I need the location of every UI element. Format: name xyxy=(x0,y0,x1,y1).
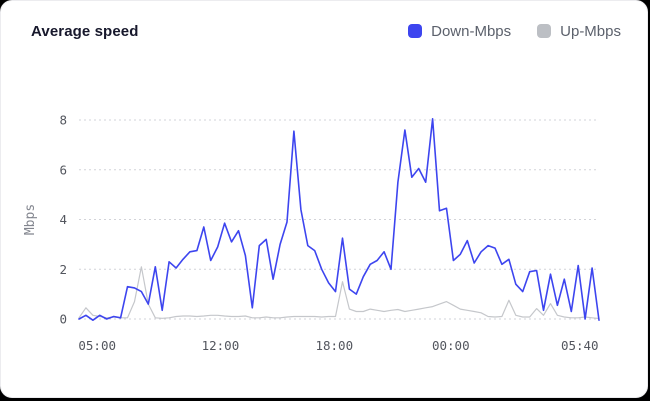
series-line-up-mbps xyxy=(78,266,600,320)
x-axis-labels: 05:00 12:00 18:00 00:00 05:40 xyxy=(78,338,598,353)
card-title: Average speed xyxy=(31,22,139,40)
svg-text:05:40: 05:40 xyxy=(561,338,599,353)
svg-text:0: 0 xyxy=(59,312,67,327)
legend-label-up-mbps: Up-Mbps xyxy=(560,22,621,40)
legend: Down-Mbps Up-Mbps xyxy=(408,23,621,40)
series-line-down-mbps xyxy=(78,118,600,322)
svg-text:00:00: 00:00 xyxy=(432,338,470,353)
svg-text:05:00: 05:00 xyxy=(78,338,116,353)
svg-text:12:00: 12:00 xyxy=(202,338,240,353)
svg-text:2: 2 xyxy=(59,262,67,277)
svg-text:4: 4 xyxy=(59,212,67,227)
legend-item-up-mbps[interactable]: Up-Mbps xyxy=(537,23,621,40)
legend-swatch-up-mbps xyxy=(537,24,552,38)
card-header: Average speed Down-Mbps Up-Mbps xyxy=(31,21,621,41)
svg-text:6: 6 xyxy=(59,162,67,177)
legend-item-down-mbps[interactable]: Down-Mbps xyxy=(408,23,511,40)
y-axis-labels: 0 2 4 6 8 xyxy=(59,113,67,327)
svg-text:8: 8 xyxy=(59,113,67,128)
svg-text:18:00: 18:00 xyxy=(315,338,353,353)
legend-swatch-down-mbps xyxy=(408,24,423,38)
y-axis-title: Mbps xyxy=(23,204,38,235)
legend-label-down-mbps: Down-Mbps xyxy=(431,22,512,40)
